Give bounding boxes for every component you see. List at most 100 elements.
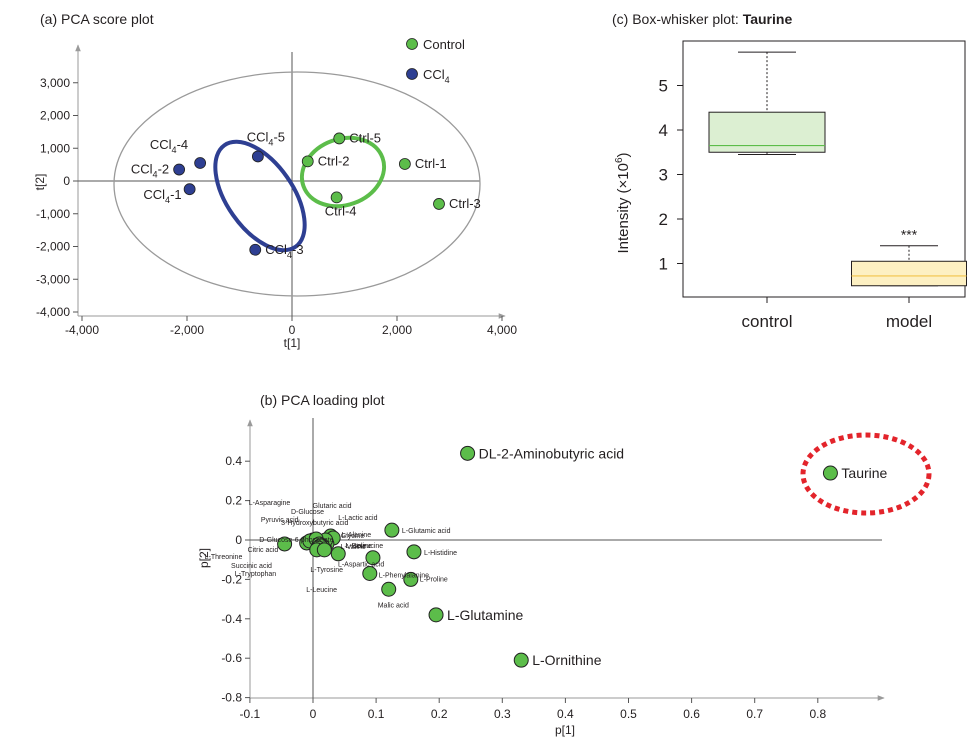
score-point	[183, 183, 196, 196]
loading-point-label-large: L-Ornithine	[532, 652, 601, 668]
loading-y-tick-label: -0.6	[221, 651, 242, 665]
score-legend: Control CCl4	[406, 37, 465, 85]
loading-point-label: L-Serine	[345, 543, 372, 550]
taurine-highlight-ring	[800, 432, 932, 516]
loading-point	[403, 571, 419, 587]
loading-x-label: p[1]	[555, 723, 575, 737]
loading-ticks: -0.1 0 0.1 0.2 0.3 0.4 0.5 0.6 0.7 0.8 -0.8 -0.6 -0.…	[221, 454, 826, 721]
loading-y-tick-label: -0.2	[221, 572, 242, 586]
significance-marker: ***	[901, 227, 918, 243]
loading-point	[330, 546, 346, 562]
loading-point	[406, 544, 422, 560]
score-point	[301, 155, 314, 168]
score-point-label: CCl4-5	[247, 129, 285, 147]
loading-x-tick-label: 0.1	[368, 707, 385, 721]
loading-point-label: 3-Hydroxybutyric acid	[281, 520, 348, 527]
legend-marker-ccl4	[406, 68, 418, 80]
loading-y-tick-label: 0.2	[225, 494, 242, 508]
box-ticks: 1 2 3 4 5 control model	[659, 77, 933, 332]
loading-y-tick-label: -0.4	[221, 612, 242, 626]
box-elements: ***	[708, 51, 967, 287]
loading-point-label: L-Isoleucine	[345, 543, 383, 550]
score-y-tick-label: -3,000	[36, 272, 70, 286]
control-group-ellipse	[299, 135, 387, 209]
loading-point-label: D-Glucose-6-phosphate	[259, 537, 333, 544]
score-x-label: t[1]	[284, 336, 301, 350]
score-point	[433, 198, 445, 210]
loading-point	[822, 465, 838, 481]
loading-point-label: L-Lactic acid	[338, 515, 377, 522]
score-point	[330, 191, 343, 204]
loading-y-tick-label: -0.8	[221, 691, 242, 705]
box-iqr-model	[851, 260, 967, 287]
loading-point	[277, 536, 293, 552]
loading-title: (b) PCA loading plot	[260, 392, 385, 408]
box-y-tick-label: 4	[659, 121, 668, 140]
confidence-ellipse	[113, 71, 481, 297]
box-x-tick-label: model	[886, 312, 932, 331]
loading-x-tick-label: 0.5	[620, 707, 637, 721]
score-point-label: CCl4-3	[265, 242, 303, 260]
pca-loading-plot: (b) PCA loading plot -0.1 0 0.1 0.2 0.3 0.4 0.…	[197, 392, 932, 737]
box-y-tick-label: 2	[659, 210, 668, 229]
score-y-tick-label: 3,000	[40, 76, 70, 90]
score-point-label: Ctrl-4	[325, 203, 357, 218]
score-point-label: CCl4-1	[143, 187, 181, 205]
box-whisker-plot: (c) Box-whisker plot: Taurine 1 2 3 4 5 contr…	[612, 11, 967, 331]
pca-score-title: (a) PCA score plot	[40, 11, 154, 27]
pca-score-plot: (a) PCA score plot -6,000-4,000-2,00002,…	[33, 11, 517, 350]
loading-point	[513, 652, 529, 668]
loading-x-tick-label: 0.7	[746, 707, 763, 721]
loading-point-label: L-Glutamic acid	[402, 528, 451, 535]
loading-point	[381, 581, 397, 597]
loading-point	[460, 445, 476, 461]
score-x-tick-label: 4,000	[487, 323, 517, 337]
score-points: Ctrl-1 Ctrl-2 Ctrl-3 Ctrl-4 Ctrl-5 CCl4-1 CCl4…	[131, 129, 481, 259]
score-ticks: -6,000-4,000-2,00002,0004,000-4,000-3,00…	[36, 76, 517, 337]
loading-point-label-large: DL-2-Aminobutyric acid	[479, 445, 624, 461]
loading-point-label: D-Glucose	[291, 509, 324, 516]
score-y-tick-label: -4,000	[36, 305, 70, 319]
loading-point	[384, 522, 400, 538]
box-y-tick-label: 5	[659, 77, 668, 96]
loading-point-label: Citric acid	[248, 547, 279, 554]
score-y-label: t[2]	[33, 174, 47, 191]
score-y-tick-label: 2,000	[40, 109, 70, 123]
loading-point	[365, 550, 381, 566]
loading-point-label: L-Histidine	[424, 550, 457, 557]
loading-point-label: L-Tryptophan	[235, 571, 276, 578]
loading-x-tick-label: 0.6	[683, 707, 700, 721]
loading-point	[428, 607, 444, 623]
box-iqr-control	[708, 111, 826, 153]
score-point-label: CCl4-2	[131, 162, 169, 180]
loading-point	[316, 542, 332, 558]
loading-point-label-large: Taurine	[841, 465, 887, 481]
box-y-label: Intensity (×106)	[614, 152, 632, 253]
box-plot-frame	[682, 40, 966, 298]
box-title: (c) Box-whisker plot: Taurine	[612, 11, 792, 27]
loading-x-tick-label: -0.1	[240, 707, 261, 721]
loading-point-label: L-Leucine	[306, 587, 337, 594]
ccl4-group-ellipse	[213, 139, 307, 253]
score-point	[194, 157, 207, 169]
score-point-label: CCl4-4	[150, 137, 188, 155]
loading-point-label: L-Valine	[341, 544, 366, 551]
loading-x-tick-label: 0.2	[431, 707, 448, 721]
score-y-tick-label: -1,000	[36, 207, 70, 221]
loading-point-label-large: L-Glutamine	[447, 607, 523, 623]
loading-x-tick-label: 0.4	[557, 707, 574, 721]
score-y-tick-label: -2,000	[36, 240, 70, 254]
loading-x-tick-label: 0.8	[809, 707, 826, 721]
score-x-tick-label: 0	[289, 323, 296, 337]
legend-marker-control	[406, 38, 418, 50]
score-x-tick-label: -2,000	[170, 323, 204, 337]
score-point-label: Ctrl-5	[349, 130, 381, 145]
loading-point-label: L-Alanine	[342, 532, 372, 539]
loading-point-label: L-Asparagine	[249, 500, 291, 507]
score-point	[173, 163, 186, 176]
score-point-label: Ctrl-1	[415, 156, 447, 171]
loading-point-label: Pyruvic acid	[261, 517, 299, 524]
loading-y-tick-label: 0	[235, 533, 242, 547]
score-point	[249, 243, 262, 256]
